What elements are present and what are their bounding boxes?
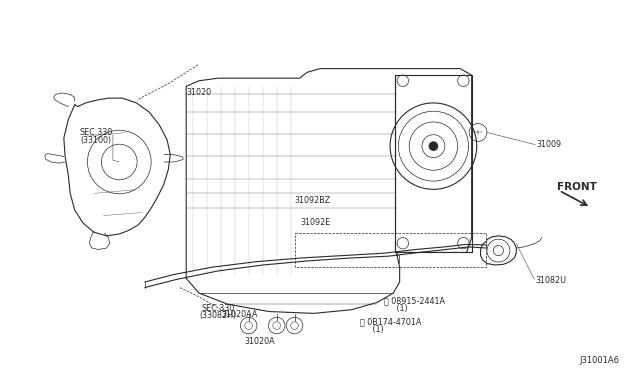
Text: (33082H): (33082H) [200,311,237,320]
Text: 31009: 31009 [537,140,562,149]
Text: Ⓑ 0B174-4701A: Ⓑ 0B174-4701A [360,317,421,326]
Text: J31001A6: J31001A6 [579,356,620,365]
Text: SEC.330: SEC.330 [202,304,235,313]
Text: 31020A: 31020A [245,337,275,346]
Text: 31092E: 31092E [301,218,331,227]
Text: 31082U: 31082U [536,276,566,285]
Text: 31092BZ: 31092BZ [294,196,331,205]
Text: 31020AA: 31020AA [221,310,258,319]
Circle shape [493,246,504,256]
Text: FRONT: FRONT [557,182,597,192]
Text: 31020: 31020 [186,89,211,97]
Text: (1): (1) [384,304,407,313]
Circle shape [429,142,438,151]
Text: Ⓑ 08915-2441A: Ⓑ 08915-2441A [384,297,445,306]
Text: (1): (1) [360,325,383,334]
Text: (33100): (33100) [80,136,111,145]
Text: SEC.330: SEC.330 [79,128,113,137]
